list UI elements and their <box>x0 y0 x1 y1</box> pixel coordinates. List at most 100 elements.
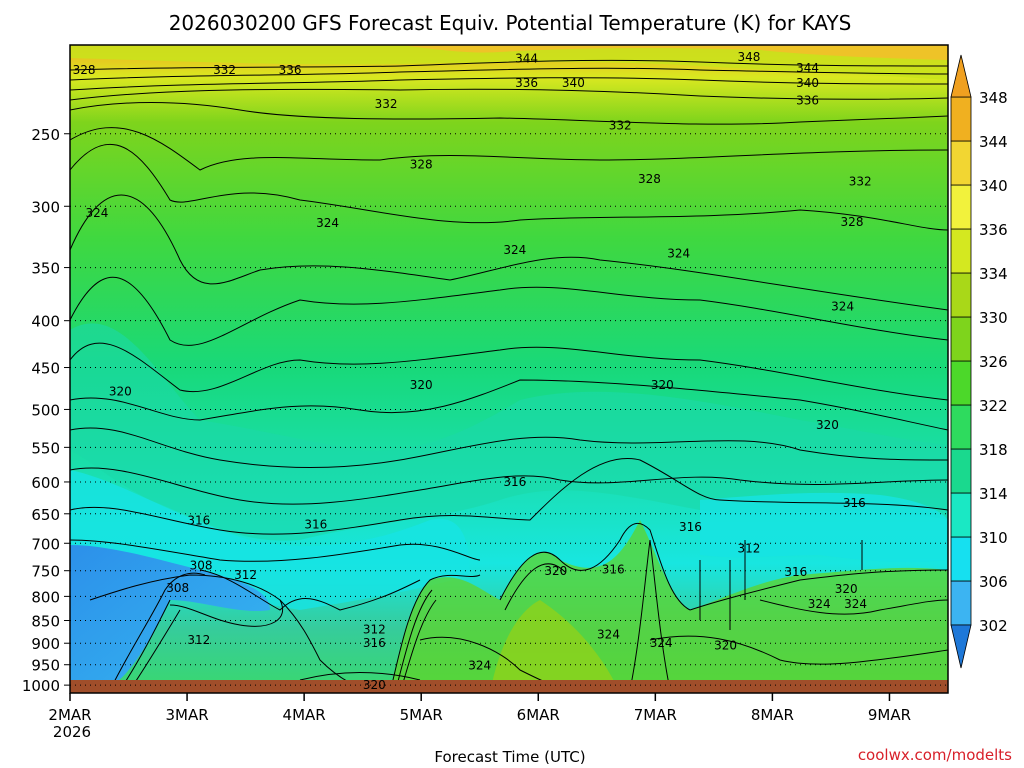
colorbar-label-336: 336 <box>979 221 1008 239</box>
x-axis-year: 2026 <box>53 723 91 741</box>
y-tick-label-950: 950 <box>31 657 60 675</box>
colorbar-bottom-arrow <box>950 624 972 669</box>
contour-label: 348 <box>738 50 761 64</box>
contour-label: 320 <box>109 385 132 399</box>
contour-label: 316 <box>679 520 702 534</box>
contour-label: 324 <box>503 243 526 257</box>
colorbar-segment <box>950 272 972 318</box>
contour-label: 328 <box>410 157 433 171</box>
colorbar-label-322: 322 <box>979 397 1008 415</box>
contour-label: 336 <box>279 63 302 77</box>
y-tick-label-800: 800 <box>31 588 60 606</box>
contour-label: 312 <box>363 623 386 637</box>
colorbar-segment <box>950 228 972 274</box>
y-tick-label-650: 650 <box>31 506 60 524</box>
colorbar: 302 306 310 314 318 322 326 330 334 336 340 344 348 <box>950 54 1008 669</box>
colorbar-label-330: 330 <box>979 309 1008 327</box>
colorbar-segment <box>950 492 972 538</box>
colorbar-label-306: 306 <box>979 573 1008 591</box>
contour-label: 320 <box>410 378 433 392</box>
contour-label: 324 <box>831 300 854 314</box>
contour-label: 324 <box>85 206 108 220</box>
colorbar-label-326: 326 <box>979 353 1008 371</box>
contour-label: 340 <box>562 76 585 90</box>
contour-label: 332 <box>375 97 398 111</box>
contour-label: 336 <box>515 76 538 90</box>
contour-label: 324 <box>808 597 831 611</box>
x-axis: 2MAR 3MAR 4MAR 5MAR 6MAR 7MAR 8MAR 9MAR <box>48 693 911 724</box>
y-tick-label-450: 450 <box>31 360 60 378</box>
contour-label: 336 <box>796 94 819 108</box>
contour-label: 332 <box>213 63 236 77</box>
y-axis: 250 300 350 400 450 500 550 600 650 700 750 800 850 9… <box>22 126 70 695</box>
x-tick-label-4MAR: 4MAR <box>283 706 326 724</box>
field-mid-cool <box>70 323 948 541</box>
field-cold-pool <box>70 545 270 693</box>
x-tick-label-8MAR: 8MAR <box>751 706 794 724</box>
contour-label: 308 <box>166 581 189 595</box>
y-tick-label-750: 750 <box>31 563 60 581</box>
y-tick-label-300: 300 <box>31 198 60 216</box>
y-tick-label-850: 850 <box>31 612 60 630</box>
x-tick-label-5MAR: 5MAR <box>400 706 443 724</box>
contour-label: 316 <box>843 496 866 510</box>
contour-label: 324 <box>650 636 673 650</box>
colorbar-label-348: 348 <box>979 89 1008 107</box>
colorbar-segment <box>950 448 972 494</box>
contour-label: 344 <box>515 52 538 66</box>
x-tick-label-3MAR: 3MAR <box>165 706 208 724</box>
contour-label: 316 <box>304 518 327 532</box>
contour-label: 316 <box>187 513 210 527</box>
contour-label: 340 <box>796 76 819 90</box>
contour-label: 324 <box>667 247 690 261</box>
x-tick-label-9MAR: 9MAR <box>868 706 911 724</box>
contour-label: 320 <box>544 564 567 578</box>
contour-label: 320 <box>363 678 386 692</box>
y-tick-label-1000: 1000 <box>22 677 60 695</box>
colorbar-top-arrow <box>950 54 972 98</box>
contour-label: 316 <box>602 563 625 577</box>
colorbar-label-340: 340 <box>979 177 1008 195</box>
colorbar-segment <box>950 360 972 406</box>
y-tick-label-900: 900 <box>31 635 60 653</box>
colorbar-label-314: 314 <box>979 485 1008 503</box>
x-tick-label-2MAR: 2MAR <box>48 706 91 724</box>
chart-title: 2026030200 GFS Forecast Equiv. Potential… <box>169 11 852 35</box>
y-tick-label-550: 550 <box>31 439 60 457</box>
contour-label: 312 <box>738 541 761 555</box>
field-warm-band <box>70 45 948 80</box>
colorbar-segment <box>950 96 972 142</box>
contour-label: 332 <box>849 175 872 189</box>
contour-label: 328 <box>841 215 864 229</box>
contour-label: 320 <box>816 418 839 432</box>
y-tick-label-600: 600 <box>31 474 60 492</box>
contour-label: 316 <box>363 636 386 650</box>
contour-label: 344 <box>796 61 819 75</box>
contour-lines <box>70 59 948 693</box>
contour-label: 320 <box>714 638 737 652</box>
y-tick-label-350: 350 <box>31 260 60 278</box>
colorbar-label-310: 310 <box>979 529 1008 547</box>
field-hot-band <box>400 45 948 60</box>
contour-label: 324 <box>468 659 491 673</box>
x-tick-label-6MAR: 6MAR <box>517 706 560 724</box>
y-tick-label-250: 250 <box>31 126 60 144</box>
y-tick-label-500: 500 <box>31 401 60 419</box>
credit-text[interactable]: coolwx.com/modelts <box>858 746 1012 764</box>
contour-label: 312 <box>187 633 210 647</box>
contour-label: 308 <box>190 558 213 572</box>
colorbar-label-318: 318 <box>979 441 1008 459</box>
colorbar-segment <box>950 184 972 230</box>
contour-label: 324 <box>844 597 867 611</box>
colorbar-segment <box>950 580 972 626</box>
y-tick-label-400: 400 <box>31 313 60 331</box>
contour-label: 328 <box>73 63 96 77</box>
field-surface-moist-2 <box>490 600 620 693</box>
contour-label: 324 <box>316 216 339 230</box>
contour-label: 332 <box>609 119 632 133</box>
x-tick-label-7MAR: 7MAR <box>634 706 677 724</box>
contour-label: 328 <box>638 172 661 186</box>
contour-label: 324 <box>597 627 620 641</box>
